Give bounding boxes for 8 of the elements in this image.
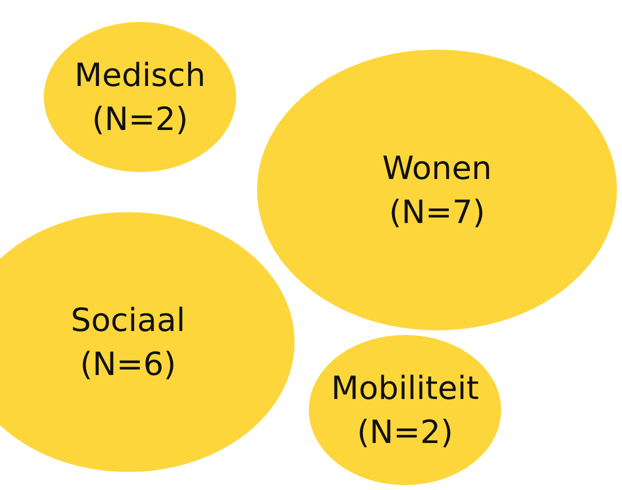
data-label: (N=2) xyxy=(356,413,454,451)
category-label: Wonen xyxy=(382,149,492,187)
data-label: (N=2) xyxy=(92,100,188,138)
category-label: Medisch xyxy=(74,56,206,94)
data-label: (N=7) xyxy=(388,193,486,231)
category-label: Mobiliteit xyxy=(331,369,479,407)
category-label: Sociaal xyxy=(70,301,186,339)
data-label: (N=6) xyxy=(80,345,176,383)
